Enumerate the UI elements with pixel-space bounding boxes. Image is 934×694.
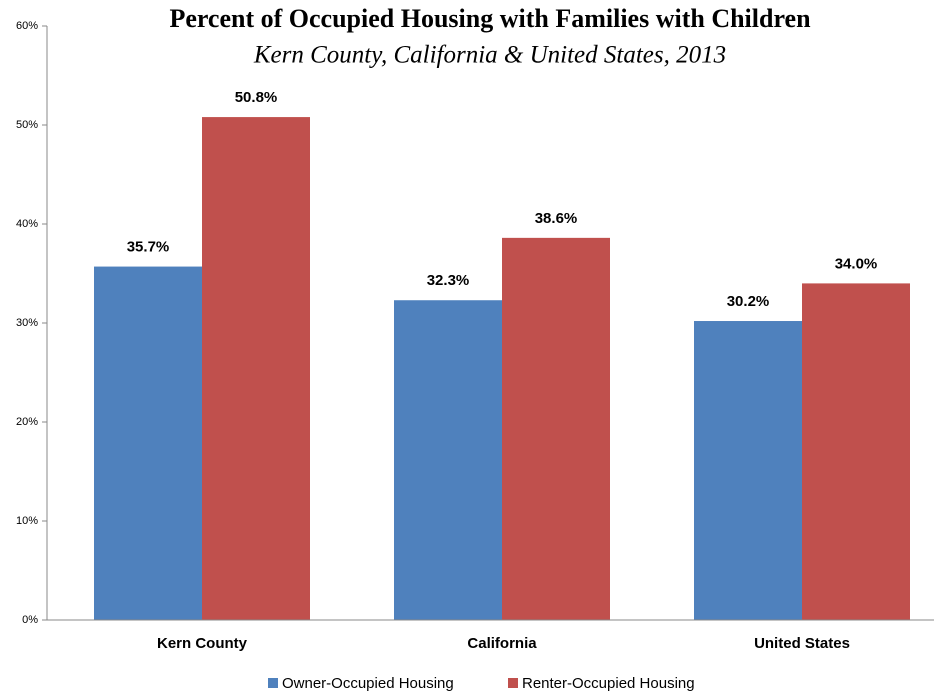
bar <box>694 321 802 620</box>
chart-title: Percent of Occupied Housing with Familie… <box>169 4 811 33</box>
x-tick-label: United States <box>754 635 850 652</box>
value-label: 35.7% <box>127 239 170 256</box>
legend-label: Owner-Occupied Housing <box>282 675 454 692</box>
legend-label: Renter-Occupied Housing <box>522 675 695 692</box>
x-tick-label: Kern County <box>157 635 248 652</box>
y-tick-label: 60% <box>16 20 38 32</box>
legend-swatch <box>268 678 278 688</box>
y-tick-label: 0% <box>22 614 38 626</box>
value-label: 50.8% <box>235 89 278 106</box>
bar <box>94 266 202 620</box>
value-label: 38.6% <box>535 210 578 227</box>
legend-swatch <box>508 678 518 688</box>
y-tick-label: 50% <box>16 119 38 131</box>
bar <box>802 283 910 620</box>
y-tick-label: 20% <box>16 416 38 428</box>
value-label: 34.0% <box>835 255 878 272</box>
value-label: 30.2% <box>727 293 770 310</box>
y-tick-label: 30% <box>16 317 38 329</box>
chart-subtitle: Kern County, California & United States,… <box>253 42 726 69</box>
bar <box>502 237 610 621</box>
y-tick-label: 40% <box>16 218 38 230</box>
y-tick-label: 10% <box>16 515 38 527</box>
value-label: 32.3% <box>427 272 470 289</box>
x-tick-label: California <box>467 635 537 652</box>
bar <box>202 117 310 620</box>
bar <box>394 300 502 620</box>
